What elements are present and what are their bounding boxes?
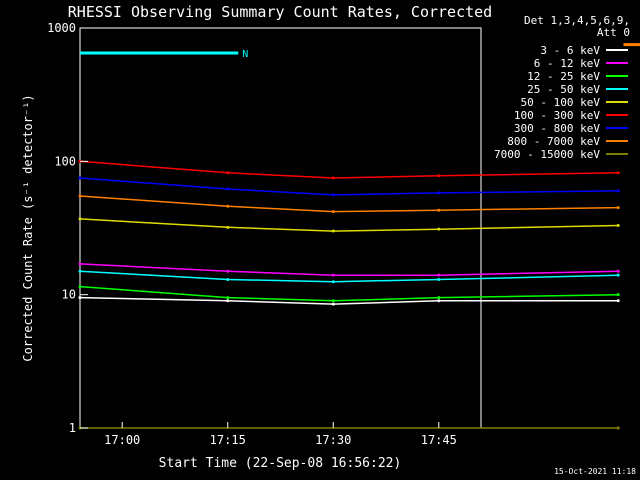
- data-point-1-0-1: [226, 269, 230, 273]
- chart-title: RHESSI Observing Summary Count Rates, Co…: [68, 3, 492, 21]
- data-point-1-0-3: [437, 273, 441, 277]
- data-point-6-0-3: [437, 191, 441, 195]
- data-point-5-0-1: [226, 171, 230, 175]
- series-line-4-0: [79, 218, 619, 232]
- data-point-4-0-1: [226, 225, 230, 229]
- legend-header-0: Det 1,3,4,5,6,9,: [524, 14, 630, 27]
- data-point-0-0-2: [331, 302, 335, 306]
- data-point-0-0-0: [78, 296, 82, 300]
- data-point-7-0-4: [616, 206, 620, 210]
- legend-item-4: 50 - 100 keV: [521, 96, 601, 109]
- data-point-6-0-4: [616, 189, 620, 193]
- legend-header-1: Att 0: [597, 26, 630, 39]
- y-tick-label-0: 1: [69, 421, 76, 435]
- legend-item-6: 300 - 800 keV: [514, 122, 600, 135]
- x-tick-label-1: 17:15: [210, 433, 246, 447]
- series-line-6-0: [79, 177, 619, 196]
- series-line-7-0: [79, 195, 619, 213]
- data-point-8-0-1: [616, 426, 620, 430]
- data-point-2-0-2: [331, 299, 335, 303]
- data-point-5-0-3: [437, 174, 441, 178]
- data-point-7-0-3: [437, 208, 441, 212]
- interval-label-0: N: [242, 49, 248, 60]
- data-point-4-0-0: [78, 217, 82, 221]
- x-tick-label-0: 17:00: [104, 433, 140, 447]
- data-point-7-0-0: [78, 194, 82, 198]
- data-point-1-0-2: [331, 273, 335, 277]
- data-point-6-0-0: [78, 176, 82, 180]
- footer-timestamp: 15-Oct-2021 11:18: [554, 467, 636, 476]
- data-point-4-0-2: [331, 229, 335, 233]
- interval-bars: NS: [80, 43, 640, 60]
- x-axis-ticks: 17:00 17:15 17:30 17:45: [104, 422, 457, 447]
- data-point-0-0-1: [226, 299, 230, 303]
- data-point-1-0-4: [616, 269, 620, 273]
- data-point-3-0-3: [437, 277, 441, 281]
- y-tick-label-2: 100: [54, 154, 76, 168]
- data-point-5-0-2: [331, 176, 335, 180]
- data-point-1-0-0: [78, 262, 82, 266]
- legend-item-0: 3 - 6 keV: [540, 44, 600, 57]
- data-point-3-0-1: [226, 277, 230, 281]
- series-line-1-0: [79, 263, 619, 276]
- y-tick-label-1: 10: [62, 288, 76, 302]
- data-point-4-0-3: [437, 227, 441, 231]
- data-point-2-0-0: [78, 285, 82, 289]
- x-tick-label-3: 17:45: [421, 433, 457, 447]
- y-tick-label-3: 1000: [47, 21, 76, 35]
- legend-item-7: 800 - 7000 keV: [507, 135, 600, 148]
- legend-item-3: 25 - 50 keV: [527, 83, 600, 96]
- x-tick-label-2: 17:30: [315, 433, 351, 447]
- data-point-0-0-3: [437, 299, 441, 303]
- legend-item-5: 100 - 300 keV: [514, 109, 600, 122]
- data-point-7-0-1: [226, 204, 230, 208]
- data-point-2-0-3: [437, 296, 441, 300]
- data-point-3-0-4: [616, 273, 620, 277]
- legend-item-2: 12 - 25 keV: [527, 70, 600, 83]
- x-axis-label: Start Time (22-Sep-08 16:56:22): [159, 456, 402, 471]
- y-axis-ticks: 1 10 100 1000: [47, 21, 88, 435]
- data-point-2-0-4: [616, 293, 620, 297]
- legend-item-8: 7000 - 15000 keV: [494, 148, 600, 161]
- plot-frame: [79, 27, 482, 429]
- data-point-2-0-1: [226, 296, 230, 300]
- data-point-6-0-1: [226, 187, 230, 191]
- data-point-0-0-4: [616, 299, 620, 303]
- data-point-5-0-4: [616, 171, 620, 175]
- series-line-5-0: [79, 160, 619, 179]
- data-point-3-0-2: [331, 280, 335, 284]
- legend-item-1: 6 - 12 keV: [534, 57, 601, 70]
- data-point-3-0-0: [78, 269, 82, 273]
- series-lines: [78, 159, 620, 430]
- y-axis-label: Corrected Count Rate (s⁻¹ detector⁻¹): [21, 94, 35, 361]
- data-point-6-0-2: [331, 193, 335, 197]
- data-point-7-0-2: [331, 210, 335, 214]
- data-point-4-0-4: [616, 224, 620, 228]
